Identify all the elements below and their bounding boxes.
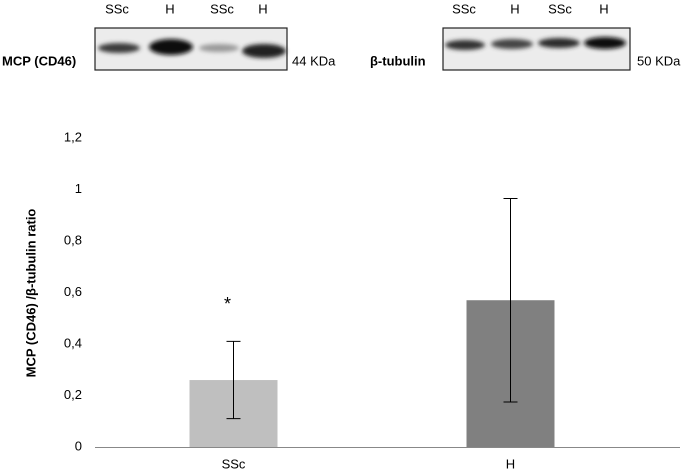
y-tick-label: 1: [75, 181, 82, 196]
blot-size: 50 KDa: [637, 53, 681, 68]
lane-label: SSc: [452, 1, 476, 16]
lane-label: SSc: [548, 1, 572, 16]
y-tick-label: 0,6: [64, 284, 82, 299]
y-tick-label: 0: [75, 438, 82, 453]
lane-label: H: [258, 1, 267, 16]
blot-label: β-tubulin: [370, 53, 426, 68]
error-bar: [503, 198, 518, 403]
blot-bands: [445, 37, 626, 50]
lane-label: SSc: [210, 1, 234, 16]
blot-label: MCP (CD46): [2, 53, 76, 68]
error-bar: [226, 340, 241, 420]
lane-label: H: [165, 1, 174, 16]
blot-bands: [98, 39, 286, 58]
lane-label: H: [510, 1, 519, 16]
y-tick-label: 0,4: [64, 335, 82, 350]
lane-label: SSc: [105, 1, 129, 16]
x-tick-label: H: [506, 456, 515, 471]
y-tick-label: 1,2: [64, 129, 82, 144]
significance-mark: *: [224, 294, 231, 314]
blot-size: 44 KDa: [292, 53, 336, 68]
x-tick-label: SSc: [222, 456, 246, 471]
y-axis-title: MCP (CD46) /β-tubulin ratio: [23, 209, 38, 378]
lane-label: H: [599, 1, 608, 16]
y-tick-label: 0,8: [64, 232, 82, 247]
y-tick-label: 0,2: [64, 387, 82, 402]
